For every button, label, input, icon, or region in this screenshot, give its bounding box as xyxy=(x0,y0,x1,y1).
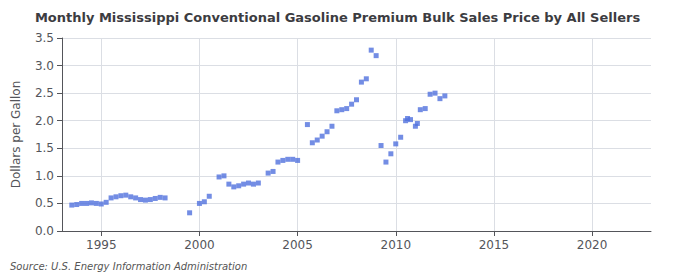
svg-text:3.5: 3.5 xyxy=(35,31,54,45)
svg-text:2010: 2010 xyxy=(380,238,411,252)
svg-text:2015: 2015 xyxy=(479,238,510,252)
svg-text:1.0: 1.0 xyxy=(35,169,54,183)
svg-text:2005: 2005 xyxy=(282,238,313,252)
svg-text:Source: U.S. Energy Informatio: Source: U.S. Energy Information Administ… xyxy=(10,261,247,272)
svg-text:Dollars per Gallon: Dollars per Gallon xyxy=(9,81,23,189)
svg-text:2.0: 2.0 xyxy=(35,114,54,128)
svg-text:2.5: 2.5 xyxy=(35,86,54,100)
svg-text:1.5: 1.5 xyxy=(35,141,54,155)
svg-text:3.0: 3.0 xyxy=(35,59,54,73)
svg-text:Monthly Mississippi Convention: Monthly Mississippi Conventional Gasolin… xyxy=(35,10,641,25)
svg-text:1995: 1995 xyxy=(86,238,117,252)
svg-text:2020: 2020 xyxy=(577,238,608,252)
svg-text:0.0: 0.0 xyxy=(35,224,54,238)
svg-text:2000: 2000 xyxy=(184,238,215,252)
svg-text:0.5: 0.5 xyxy=(35,196,54,210)
